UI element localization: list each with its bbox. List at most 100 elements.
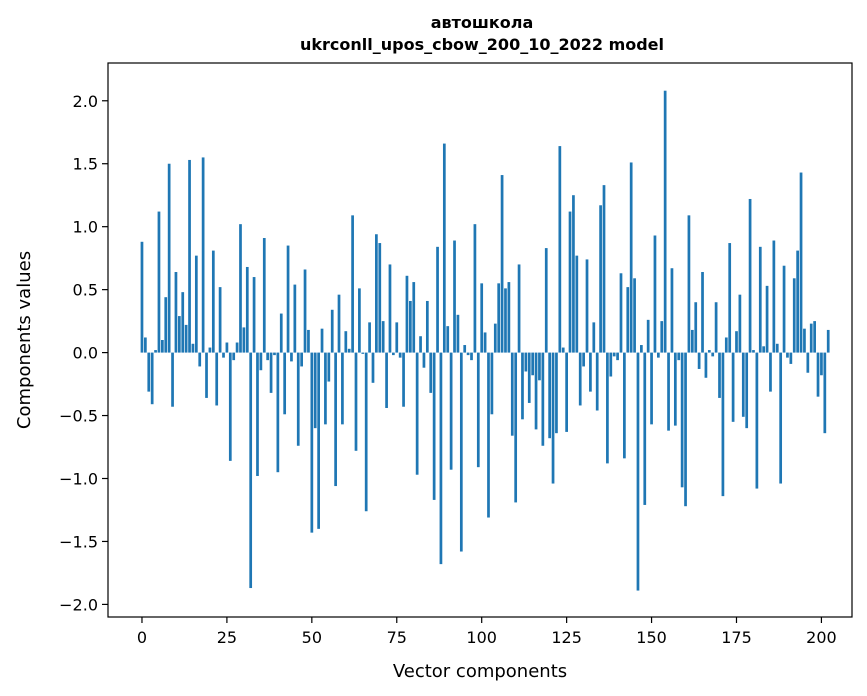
bar-106: [500, 175, 504, 353]
bar-102: [487, 352, 490, 518]
bar-158: [677, 352, 681, 361]
bar-175: [735, 331, 738, 353]
bar-126: [568, 211, 572, 353]
bar-63: [354, 352, 358, 451]
bar-89: [442, 143, 446, 353]
bar-12: [181, 292, 185, 353]
bar-176: [738, 294, 742, 353]
bar-151: [653, 235, 657, 353]
bar-153: [660, 321, 664, 353]
x-tick-label: 50: [302, 628, 322, 647]
bar-159: [680, 352, 684, 488]
bar-53: [320, 328, 324, 353]
bar-169: [714, 302, 718, 353]
bar-164: [697, 352, 701, 369]
bar-183: [762, 346, 766, 353]
bar-191: [789, 352, 793, 364]
bar-46: [296, 352, 300, 446]
bar-27: [232, 352, 236, 361]
bar-127: [572, 195, 575, 353]
bar-108: [507, 282, 511, 353]
bar-9: [171, 352, 174, 407]
bar-128: [575, 255, 579, 353]
bar-54: [324, 352, 327, 425]
bar-163: [694, 302, 698, 353]
bar-202: [826, 329, 830, 353]
x-tick-label: 150: [636, 628, 667, 647]
bar-173: [728, 243, 732, 353]
bar-31: [245, 266, 249, 353]
bar-4: [154, 350, 157, 353]
bar-182: [758, 246, 762, 353]
bar-193: [796, 250, 799, 353]
bar-144: [629, 162, 633, 353]
y-tick-label: −2.0: [59, 595, 98, 614]
bar-109: [510, 352, 514, 436]
bar-18: [201, 157, 205, 353]
bar-17: [198, 352, 202, 367]
bar-8: [167, 163, 171, 353]
x-axis-ticks: 0 25 50 75 100 125 150 175 200: [137, 617, 837, 647]
bar-99: [476, 352, 480, 468]
bar-58: [337, 294, 341, 353]
bar-16: [194, 255, 198, 353]
bar-134: [595, 352, 599, 411]
bar-167: [707, 350, 711, 353]
bar-6: [161, 340, 164, 353]
bar-95: [463, 345, 467, 353]
y-tick-label: 1.5: [73, 155, 98, 174]
bar-11: [177, 316, 181, 353]
bar-30: [242, 327, 246, 353]
bar-170: [718, 352, 721, 398]
bar-135: [599, 205, 602, 353]
bar-136: [602, 185, 606, 353]
bar-103: [490, 352, 494, 415]
bar-33: [252, 277, 256, 353]
bar-15: [191, 343, 195, 353]
bar-41: [279, 313, 283, 353]
bar-197: [809, 323, 813, 353]
bar-184: [765, 285, 769, 353]
bar-96: [466, 352, 470, 356]
bar-194: [799, 172, 803, 353]
bar-145: [633, 278, 636, 353]
bar-56: [330, 309, 334, 353]
bar-14: [188, 159, 191, 353]
bar-39: [273, 352, 276, 356]
bar-200: [820, 352, 823, 376]
bar-64: [358, 288, 361, 353]
bar-68: [371, 352, 375, 383]
bar-139: [612, 352, 616, 357]
bar-65: [361, 352, 365, 354]
bar-51: [313, 352, 317, 429]
bar-177: [741, 352, 745, 417]
bar-42: [283, 352, 287, 415]
bar-91: [449, 352, 453, 470]
bar-74: [392, 352, 395, 356]
bar-172: [724, 337, 728, 353]
bar-118: [541, 352, 545, 446]
bar-45: [293, 284, 297, 353]
bar-3: [150, 352, 154, 405]
x-tick-label: 175: [721, 628, 752, 647]
plot-frame: [107, 62, 853, 618]
bar-190: [786, 352, 789, 358]
bar-20: [208, 347, 212, 353]
bar-88: [439, 352, 443, 565]
x-tick-label: 125: [551, 628, 582, 647]
bar-47: [300, 352, 303, 367]
bar-121: [551, 352, 555, 484]
x-tick-label: 75: [387, 628, 407, 647]
x-tick-label: 25: [217, 628, 237, 647]
bar-131: [585, 259, 589, 353]
bar-23: [218, 287, 222, 353]
bar-185: [769, 352, 772, 392]
bar-60: [344, 331, 348, 353]
bar-112: [521, 352, 524, 420]
bar-93: [456, 314, 460, 353]
bar-157: [673, 352, 677, 426]
bar-124: [561, 347, 565, 353]
bar-146: [636, 352, 640, 591]
bar-72: [385, 352, 388, 408]
